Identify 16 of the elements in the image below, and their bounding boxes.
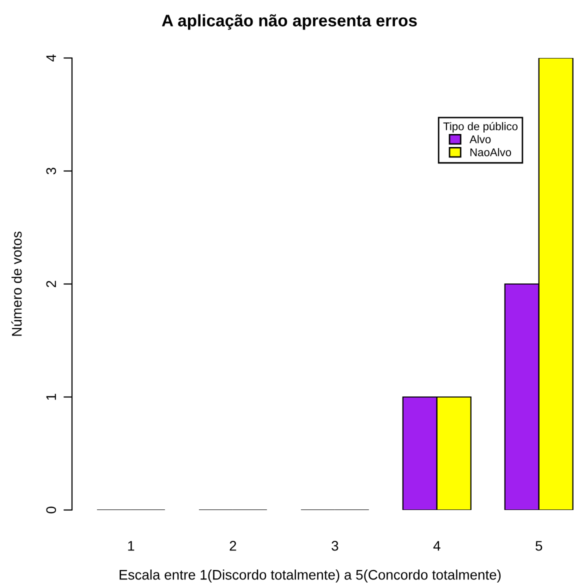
x-tick-label: 4 — [433, 541, 440, 551]
legend-label: Alvo — [470, 135, 491, 144]
y-tick-label: 3 — [46, 168, 56, 174]
legend-title: Tipo de público — [443, 122, 518, 132]
x-tick-label: 3 — [332, 540, 338, 551]
y-tick-label: 4 — [46, 54, 56, 62]
y-tick-label: 0 — [46, 506, 56, 514]
y-axis-title: Número de votos — [11, 232, 22, 336]
x-tick-label: 1 — [128, 541, 134, 551]
x-tick-label: 5 — [536, 541, 542, 551]
legend-label: NaoAlvo — [470, 148, 512, 156]
x-tick-label: 2 — [230, 540, 236, 551]
y-tick-label: 1 — [46, 394, 56, 400]
y-tick-label: 2 — [46, 280, 56, 288]
chart-title: A aplicação não apresenta erros — [162, 14, 417, 30]
x-axis-title: Escala entre 1(Discordo totalmente) a 5(Concordo totalmente) — [120, 570, 501, 582]
